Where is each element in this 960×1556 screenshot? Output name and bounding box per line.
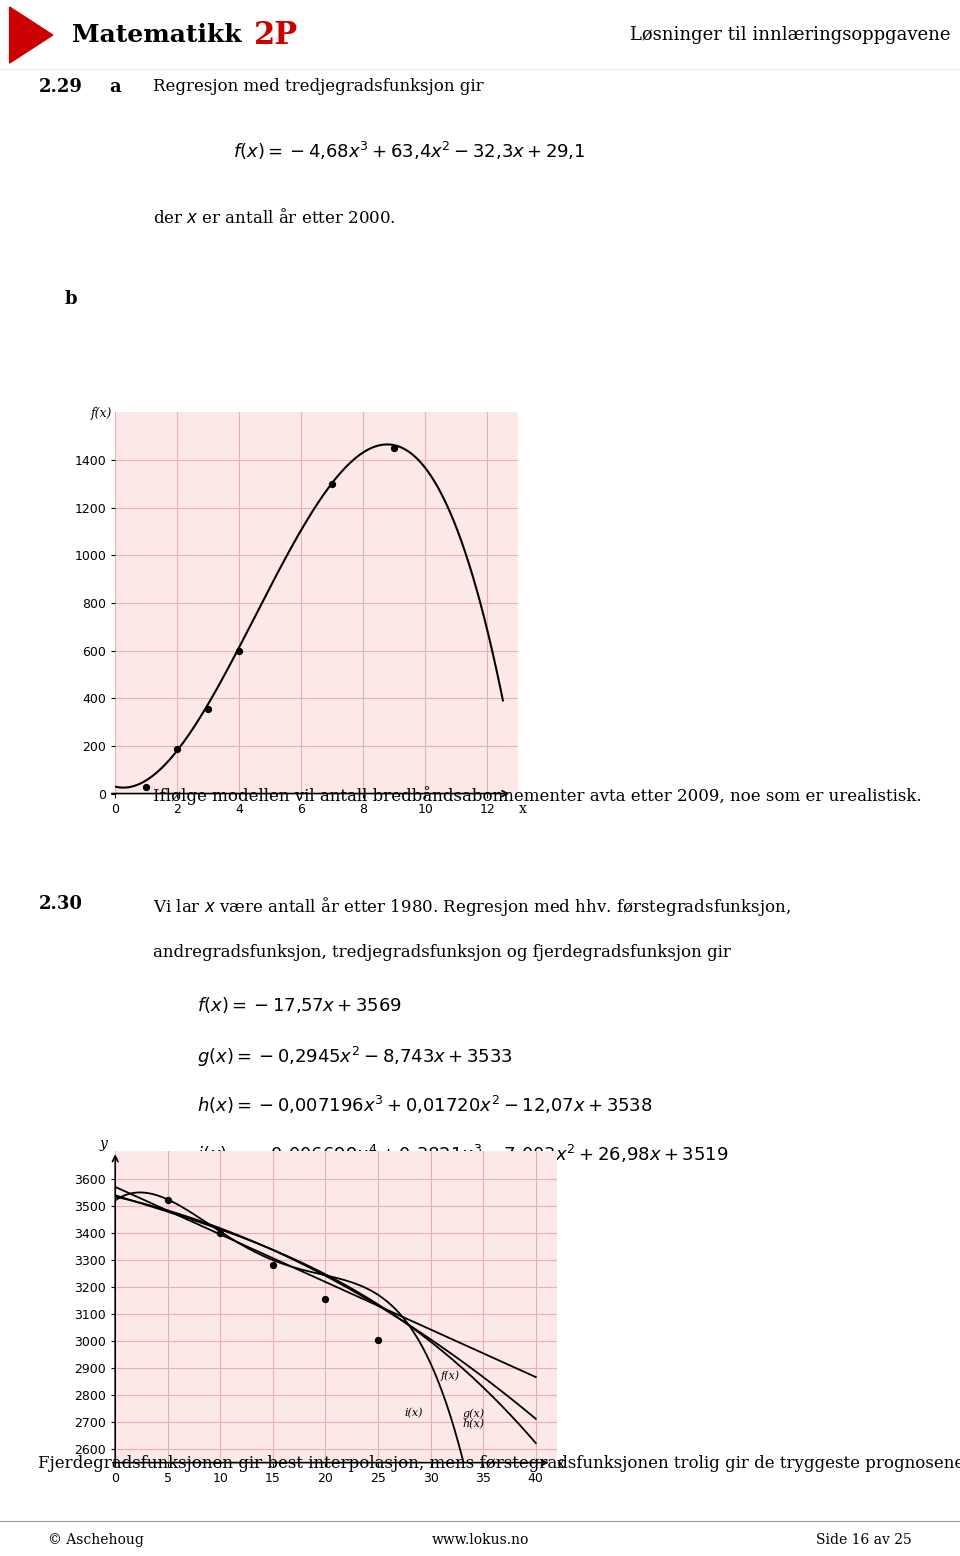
Text: h(x): h(x) bbox=[462, 1419, 484, 1430]
Text: $f(x) = -4{,}68x^3 + 63{,}4x^2 - 32{,}3x + 29{,}1$: $f(x) = -4{,}68x^3 + 63{,}4x^2 - 32{,}3x… bbox=[232, 140, 585, 162]
Text: der $x$ er antall år etter 2000.: der $x$ er antall år etter 2000. bbox=[154, 209, 396, 227]
Text: $i(x) = -0{,}006699x^4 + 0{,}3821x^3 - 7{,}003x^2 + 26{,}98x + 3519$: $i(x) = -0{,}006699x^4 + 0{,}3821x^3 - 7… bbox=[198, 1142, 729, 1164]
Text: y: y bbox=[100, 1137, 108, 1151]
Text: f(x): f(x) bbox=[442, 1371, 460, 1380]
Text: Vi lar $x$ være antall år etter 1980. Regresjon med hhv. førstegradsfunksjon,: Vi lar $x$ være antall år etter 1980. Re… bbox=[154, 895, 791, 918]
Text: $g(x) = -0{,}2945x^2 - 8{,}743x + 3533$: $g(x) = -0{,}2945x^2 - 8{,}743x + 3533$ bbox=[198, 1044, 513, 1069]
Text: $f(x) = -17{,}57x + 3569$: $f(x) = -17{,}57x + 3569$ bbox=[198, 996, 402, 1016]
Point bbox=[387, 436, 402, 461]
Text: 2.30: 2.30 bbox=[38, 895, 83, 913]
Polygon shape bbox=[10, 8, 53, 64]
Text: a: a bbox=[109, 78, 121, 96]
Text: © Aschehoug: © Aschehoug bbox=[48, 1534, 144, 1547]
Text: i(x): i(x) bbox=[404, 1408, 422, 1419]
Point bbox=[170, 738, 185, 762]
Text: b: b bbox=[65, 289, 78, 308]
Text: andregradsfunksjon, tredjegradsfunksjon og fjerdegradsfunksjon gir: andregradsfunksjon, tredjegradsfunksjon … bbox=[154, 943, 732, 960]
Point bbox=[371, 1327, 386, 1352]
Point bbox=[160, 1187, 176, 1212]
Point bbox=[201, 697, 216, 722]
Text: Side 16 av 25: Side 16 av 25 bbox=[816, 1534, 912, 1547]
Point bbox=[231, 638, 247, 663]
Point bbox=[324, 471, 340, 496]
Text: Løsninger til innlæringsoppgavene: Løsninger til innlæringsoppgavene bbox=[630, 26, 950, 44]
Text: Regresjon med tredjegradsfunksjon gir: Regresjon med tredjegradsfunksjon gir bbox=[154, 78, 484, 95]
Point bbox=[318, 1287, 333, 1312]
Point bbox=[138, 775, 154, 800]
Text: f(x): f(x) bbox=[90, 408, 111, 420]
Text: $h(x) = -0{,}007196x^3 + 0{,}01720x^2 - 12{,}07x + 3538$: $h(x) = -0{,}007196x^3 + 0{,}01720x^2 - … bbox=[198, 1094, 653, 1116]
Text: x: x bbox=[557, 1456, 564, 1470]
Text: Fjerdegradsfunksjonen gir best interpolasjon, mens førstegradsfunksjonen trolig : Fjerdegradsfunksjonen gir best interpola… bbox=[38, 1455, 960, 1472]
Point bbox=[213, 1221, 228, 1246]
Text: Iflølge modellen vil antall bredbåndsabonnementer avta etter 2009, noe som er ur: Iflølge modellen vil antall bredbåndsabo… bbox=[154, 786, 922, 804]
Text: Matematikk: Matematikk bbox=[72, 23, 251, 47]
Text: 2.29: 2.29 bbox=[38, 78, 83, 96]
Text: 2P: 2P bbox=[254, 20, 299, 50]
Text: www.lokus.no: www.lokus.no bbox=[431, 1534, 529, 1547]
Text: x: x bbox=[518, 801, 526, 815]
Point bbox=[265, 1253, 280, 1277]
Text: g(x): g(x) bbox=[462, 1408, 484, 1419]
